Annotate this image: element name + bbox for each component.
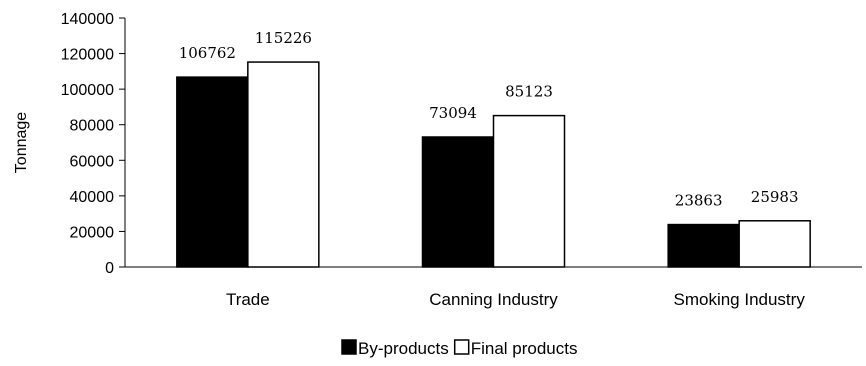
y-tick-label: 120000 [61,47,114,64]
legend-swatch [341,339,357,355]
y-tick-label: 140000 [61,11,114,28]
bar-final-products-trade [247,61,320,268]
data-label: 115226 [255,29,312,47]
bar-final-products-canning-industry [492,114,566,268]
bar-by-products-canning-industry [421,136,495,268]
bars [176,61,811,268]
y-tick-label: 40000 [70,189,115,206]
legend-swatch [453,339,470,355]
y-tick-label: 100000 [61,82,114,99]
data-label: 106762 [179,44,236,62]
bar-by-products-trade [176,76,249,268]
x-axis-category-labels: Trade Canning Industry Smoking Industry [226,290,805,309]
y-tick-label: 80000 [70,118,115,135]
y-axis-ticks: 0 20000 40000 60000 80000 100000 120000 140000 [61,11,125,277]
x-category-label: Smoking Industry [673,290,805,309]
data-label: 23863 [675,192,723,210]
data-labels: 106762 115226 73094 85123 23863 25983 [179,29,799,209]
legend-label: Final products [471,339,578,358]
legend: By-products Final products [341,339,578,358]
data-label: 85123 [505,83,553,101]
y-tick-label: 60000 [70,153,115,170]
y-axis-title: Tonnage [13,112,30,173]
x-category-label: Canning Industry [429,290,558,309]
bar-final-products-smoking-industry [738,220,811,268]
x-category-label: Trade [226,290,270,309]
y-tick-label: 20000 [70,224,115,241]
y-tick-label: 0 [105,260,114,277]
data-label: 25983 [751,188,799,206]
bar-by-products-smoking-industry [667,223,740,268]
legend-label: By-products [358,339,449,358]
data-label: 73094 [429,104,477,122]
